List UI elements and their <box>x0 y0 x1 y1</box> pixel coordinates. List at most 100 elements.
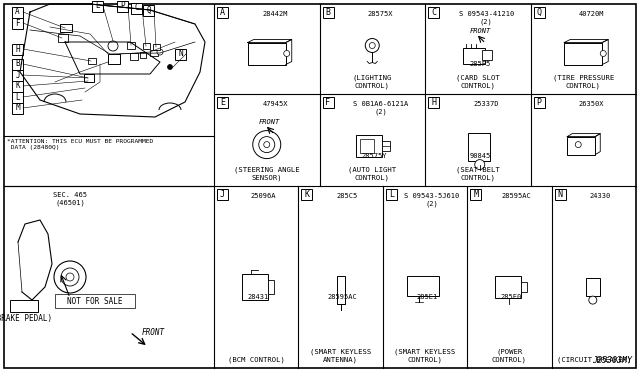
Text: A: A <box>15 7 20 16</box>
Text: (CIRCUIT BREAKER): (CIRCUIT BREAKER) <box>557 356 631 363</box>
Bar <box>150 50 158 56</box>
Bar <box>495 276 522 298</box>
Text: N: N <box>557 190 563 199</box>
Text: 285F5: 285F5 <box>469 61 490 67</box>
Bar <box>468 132 490 161</box>
Text: F: F <box>326 98 330 107</box>
Bar <box>12 80 23 92</box>
Bar <box>131 3 142 13</box>
Text: 24330: 24330 <box>590 193 611 199</box>
Text: P: P <box>536 98 541 107</box>
Circle shape <box>108 41 118 51</box>
Text: 28595AC: 28595AC <box>328 294 358 300</box>
Text: K: K <box>15 81 20 90</box>
Text: 285C5: 285C5 <box>337 193 358 199</box>
Circle shape <box>264 142 269 148</box>
Circle shape <box>475 160 484 170</box>
Bar <box>248 42 285 64</box>
Bar <box>428 97 439 108</box>
Text: B: B <box>15 60 20 68</box>
Bar <box>84 74 94 82</box>
Circle shape <box>259 137 275 153</box>
Bar <box>12 103 23 113</box>
Text: 285F0: 285F0 <box>500 294 522 300</box>
Bar <box>143 43 150 49</box>
Text: FRONT: FRONT <box>142 328 165 337</box>
Text: (BRAKE PEDAL): (BRAKE PEDAL) <box>0 314 52 323</box>
Text: H: H <box>431 98 436 107</box>
Text: S 09543-5J610
(2): S 09543-5J610 (2) <box>404 193 460 207</box>
Text: (LIGHTING
CONTROL): (LIGHTING CONTROL) <box>353 74 392 89</box>
Text: (SMART KEYLESS
ANTENNA): (SMART KEYLESS ANTENNA) <box>310 349 371 363</box>
Bar <box>127 42 135 49</box>
Bar <box>463 48 484 64</box>
Text: 26350X: 26350X <box>579 101 604 107</box>
Text: 28575X: 28575X <box>368 11 394 17</box>
Bar <box>12 92 23 103</box>
Text: 28442M: 28442M <box>262 11 288 17</box>
Bar <box>175 48 186 60</box>
Bar <box>140 52 146 58</box>
Bar <box>323 7 333 18</box>
Text: (CARD SLOT
CONTROL): (CARD SLOT CONTROL) <box>456 74 500 89</box>
Text: M: M <box>473 190 478 199</box>
Text: (POWER
CONTROL): (POWER CONTROL) <box>492 349 527 363</box>
Text: 25096A: 25096A <box>250 193 276 199</box>
Bar <box>337 276 344 304</box>
Text: H: H <box>15 45 20 54</box>
Text: E: E <box>220 98 225 107</box>
Circle shape <box>365 38 380 52</box>
Text: M: M <box>15 103 20 112</box>
Bar <box>143 4 154 16</box>
Text: SEC. 465
(46501): SEC. 465 (46501) <box>53 192 87 205</box>
Bar <box>386 189 397 200</box>
Text: K: K <box>305 190 309 199</box>
Text: C: C <box>134 3 139 13</box>
Text: (BCM CONTROL): (BCM CONTROL) <box>228 356 285 363</box>
Circle shape <box>575 142 581 148</box>
Circle shape <box>369 42 375 48</box>
Circle shape <box>253 131 281 158</box>
Text: S 09543-41210
(2): S 09543-41210 (2) <box>459 11 514 25</box>
Circle shape <box>54 261 86 293</box>
Circle shape <box>589 296 597 304</box>
Circle shape <box>61 268 79 286</box>
Text: 90845: 90845 <box>469 153 490 158</box>
Bar <box>108 54 120 64</box>
Text: 28575Y: 28575Y <box>362 153 387 158</box>
Bar <box>12 6 23 17</box>
Text: (SMART KEYLESS
CONTROL): (SMART KEYLESS CONTROL) <box>394 349 456 363</box>
Text: B: B <box>326 8 330 17</box>
Text: J: J <box>15 71 20 80</box>
Text: FRONT: FRONT <box>259 119 280 125</box>
Bar <box>117 0 128 12</box>
Bar <box>153 44 160 50</box>
Bar <box>586 278 600 296</box>
Text: 28431: 28431 <box>248 294 269 300</box>
Text: A: A <box>220 8 225 17</box>
Text: Q: Q <box>536 8 541 17</box>
Bar <box>10 300 38 312</box>
Bar <box>12 58 23 70</box>
Bar <box>323 97 333 108</box>
Text: L: L <box>15 93 20 102</box>
Text: (STEERING ANGLE
SENSOR): (STEERING ANGLE SENSOR) <box>234 167 300 181</box>
Bar <box>567 137 595 155</box>
Circle shape <box>168 64 173 70</box>
Bar <box>217 97 228 108</box>
Text: J: J <box>220 190 225 199</box>
Bar <box>534 7 545 18</box>
Bar <box>360 139 374 153</box>
Text: 28595AC: 28595AC <box>501 193 531 199</box>
Text: NOT FOR SALE: NOT FOR SALE <box>67 296 123 305</box>
Text: *ATTENTION: THIS ECU MUST BE PROGRAMMED
 DATA (28480Q): *ATTENTION: THIS ECU MUST BE PROGRAMMED … <box>7 139 153 150</box>
Text: 47945X: 47945X <box>262 101 288 107</box>
Bar <box>217 7 228 18</box>
Bar <box>564 42 602 64</box>
Text: L: L <box>389 190 394 199</box>
Bar <box>12 70 23 80</box>
Bar <box>407 276 439 296</box>
Text: N: N <box>178 49 183 58</box>
Circle shape <box>600 51 606 57</box>
Bar <box>242 274 268 300</box>
